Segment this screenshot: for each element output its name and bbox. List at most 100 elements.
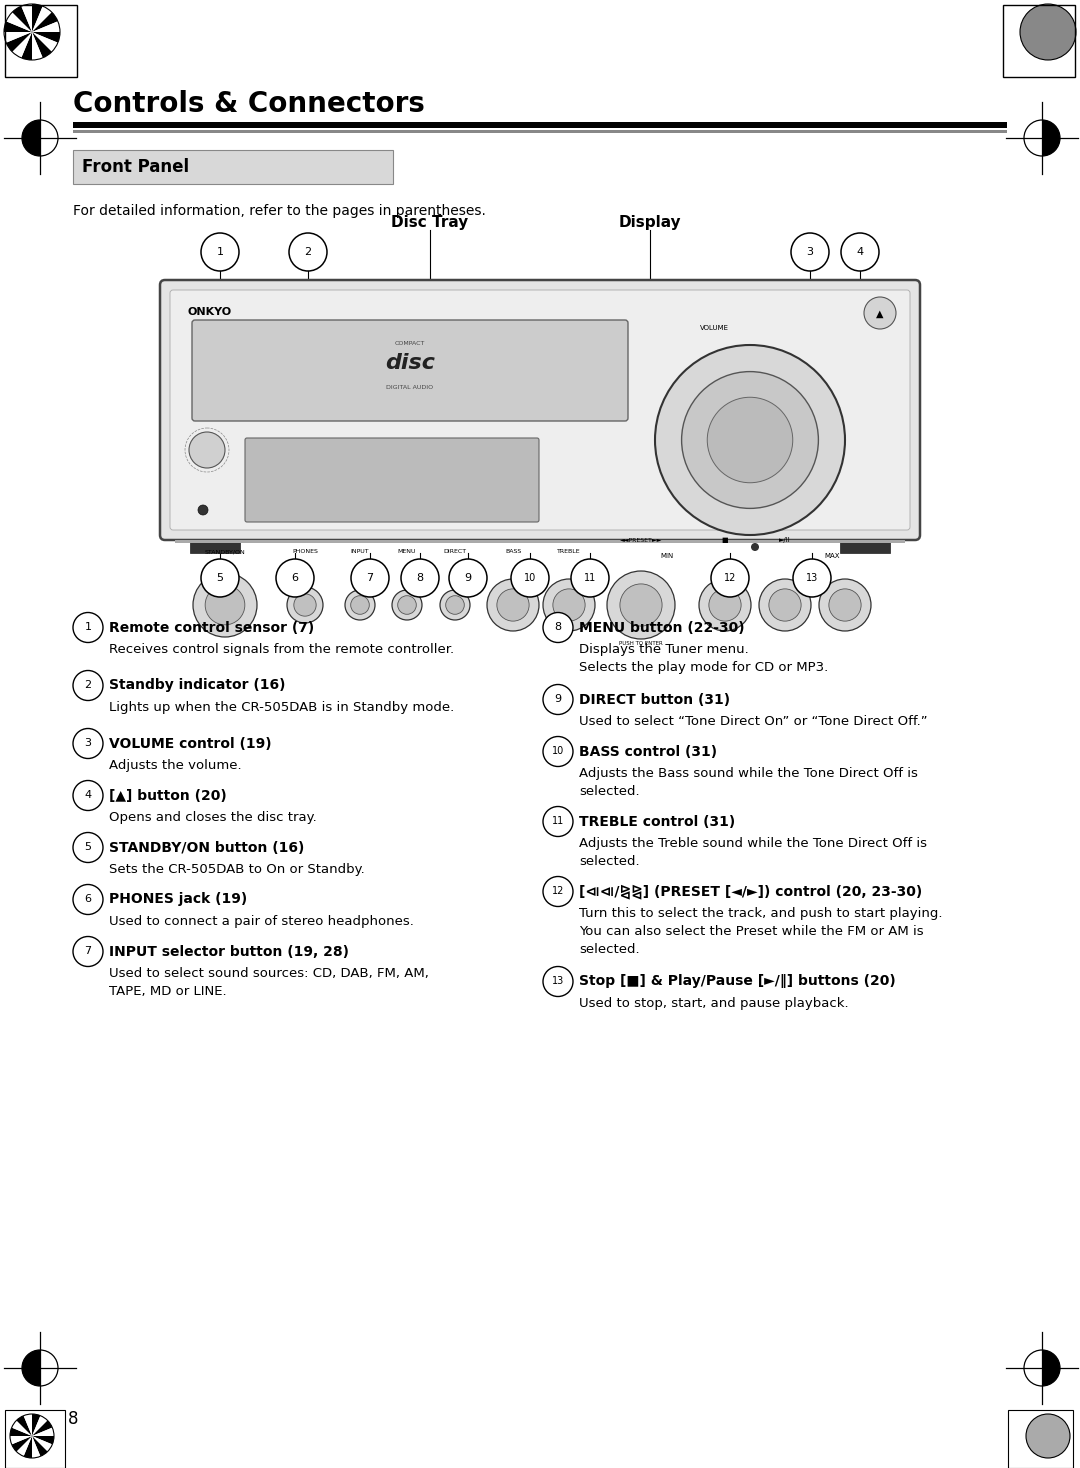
Text: TREBLE: TREBLE (557, 549, 581, 553)
Text: 2: 2 (84, 681, 92, 690)
Wedge shape (32, 1436, 40, 1458)
Text: MAX: MAX (824, 553, 840, 559)
Wedge shape (12, 32, 32, 57)
Wedge shape (12, 6, 32, 32)
Text: TREBLE control (31): TREBLE control (31) (579, 815, 735, 828)
Wedge shape (10, 1436, 32, 1445)
Circle shape (487, 578, 539, 631)
Text: 8: 8 (417, 573, 423, 583)
Text: 3: 3 (84, 738, 92, 749)
Bar (840, 534, 890, 553)
Wedge shape (22, 32, 32, 60)
Circle shape (793, 559, 831, 597)
Text: Adjusts the Treble sound while the Tone Direct Off is: Adjusts the Treble sound while the Tone … (579, 837, 927, 850)
Circle shape (201, 559, 239, 597)
Text: 13: 13 (806, 573, 819, 583)
Text: Turn this to select the track, and push to start playing.: Turn this to select the track, and push … (579, 907, 943, 920)
Wedge shape (1042, 120, 1059, 156)
Circle shape (708, 589, 741, 621)
Text: 9: 9 (554, 694, 562, 705)
Circle shape (759, 578, 811, 631)
Bar (1003, 4, 1075, 76)
Text: TAPE, MD or LINE.: TAPE, MD or LINE. (109, 985, 227, 998)
Circle shape (276, 559, 314, 597)
Text: STANDBY/ON: STANDBY/ON (204, 549, 245, 553)
Circle shape (73, 781, 103, 810)
Text: Display: Display (619, 214, 681, 230)
Text: 1: 1 (216, 247, 224, 257)
Text: [⧏⧏/⧎⧎] (PRESET [◄/►]) control (20, 23-30): [⧏⧏/⧎⧎] (PRESET [◄/►]) control (20, 23-3… (579, 884, 922, 898)
Wedge shape (12, 1436, 32, 1452)
Wedge shape (12, 1421, 32, 1436)
Text: selected.: selected. (579, 785, 639, 799)
Circle shape (289, 233, 327, 272)
Text: 8: 8 (68, 1409, 78, 1428)
Wedge shape (32, 32, 58, 51)
Circle shape (1020, 4, 1076, 60)
Circle shape (543, 684, 573, 715)
Circle shape (294, 595, 316, 617)
Circle shape (791, 233, 829, 272)
Circle shape (571, 559, 609, 597)
Wedge shape (32, 1427, 54, 1436)
Text: Front Panel: Front Panel (82, 159, 189, 176)
Text: Adjusts the volume.: Adjusts the volume. (109, 759, 242, 772)
Text: Receives control signals from the remote controller.: Receives control signals from the remote… (109, 643, 454, 656)
Bar (190, 534, 240, 553)
Text: Displays the Tuner menu.: Displays the Tuner menu. (579, 643, 748, 656)
Circle shape (707, 398, 793, 483)
Bar (5, 1409, 65, 1468)
Text: 7: 7 (84, 947, 92, 957)
Text: VOLUME control (19): VOLUME control (19) (109, 737, 272, 750)
Wedge shape (4, 21, 32, 32)
Wedge shape (32, 32, 52, 57)
Text: Standby indicator (16): Standby indicator (16) (109, 678, 285, 693)
Text: Controls & Connectors: Controls & Connectors (73, 90, 424, 117)
Wedge shape (32, 1436, 54, 1445)
Text: 2: 2 (305, 247, 311, 257)
Circle shape (351, 559, 389, 597)
Bar (73, 131, 1007, 132)
Text: Sets the CR-505DAB to On or Standby.: Sets the CR-505DAB to On or Standby. (109, 863, 365, 876)
Circle shape (198, 505, 208, 515)
Text: DIGITAL AUDIO: DIGITAL AUDIO (387, 385, 433, 390)
Circle shape (497, 589, 529, 621)
Circle shape (73, 612, 103, 643)
Wedge shape (32, 32, 43, 60)
Text: selected.: selected. (579, 854, 639, 868)
FancyBboxPatch shape (245, 437, 539, 523)
FancyBboxPatch shape (192, 320, 627, 421)
Text: 5: 5 (216, 573, 224, 583)
Text: PUSH TO ENTER: PUSH TO ENTER (619, 642, 663, 646)
Circle shape (201, 233, 239, 272)
Circle shape (543, 966, 573, 997)
Text: 9: 9 (464, 573, 472, 583)
Text: 11: 11 (552, 816, 564, 826)
Circle shape (681, 371, 819, 508)
Circle shape (819, 578, 870, 631)
Circle shape (751, 543, 759, 550)
Text: 12: 12 (552, 887, 564, 897)
Wedge shape (10, 1427, 32, 1436)
Circle shape (351, 596, 369, 614)
Wedge shape (32, 1436, 48, 1456)
Text: 10: 10 (524, 573, 536, 583)
Wedge shape (6, 32, 32, 51)
Circle shape (73, 728, 103, 759)
Circle shape (769, 589, 801, 621)
Text: INPUT selector button (19, 28): INPUT selector button (19, 28) (109, 944, 349, 959)
Text: Remote control sensor (7): Remote control sensor (7) (109, 621, 314, 634)
Text: 12: 12 (724, 573, 737, 583)
Text: Lights up when the CR-505DAB is in Standby mode.: Lights up when the CR-505DAB is in Stand… (109, 702, 455, 713)
Text: Used to stop, start, and pause playback.: Used to stop, start, and pause playback. (579, 997, 849, 1010)
Circle shape (620, 584, 662, 625)
Text: 1: 1 (84, 622, 92, 633)
Bar (1008, 1409, 1074, 1468)
Text: MENU button (22-30): MENU button (22-30) (579, 621, 744, 634)
Circle shape (543, 806, 573, 837)
Text: PHONES: PHONES (292, 549, 318, 553)
Text: [▲] button (20): [▲] button (20) (109, 788, 227, 803)
Circle shape (73, 937, 103, 966)
Text: 11: 11 (584, 573, 596, 583)
Circle shape (397, 596, 416, 614)
